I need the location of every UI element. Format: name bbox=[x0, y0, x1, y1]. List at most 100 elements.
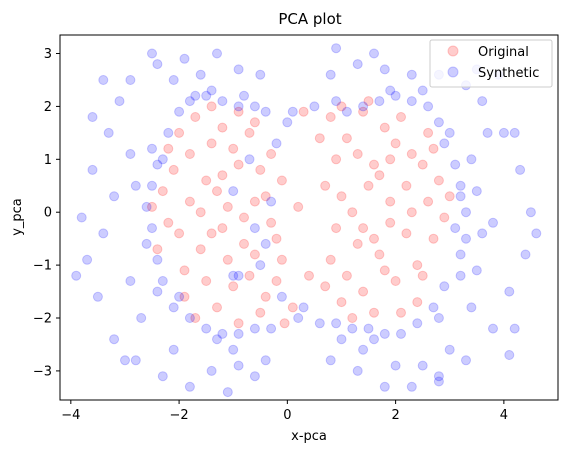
synthetic-point bbox=[385, 85, 396, 96]
synthetic-point bbox=[406, 69, 417, 80]
legend-marker-synthetic bbox=[447, 66, 459, 78]
synthetic-point bbox=[412, 318, 423, 329]
synthetic-point bbox=[206, 85, 217, 96]
synthetic-point bbox=[152, 254, 163, 265]
synthetic-point bbox=[98, 228, 109, 239]
synthetic-point bbox=[87, 112, 98, 122]
synthetic-point bbox=[471, 265, 482, 276]
chart-title: PCA plot bbox=[278, 10, 341, 28]
y-tick-label: 0 bbox=[44, 206, 52, 221]
original-point bbox=[423, 127, 434, 138]
synthetic-point bbox=[141, 201, 152, 212]
original-point bbox=[168, 164, 179, 175]
synthetic-point bbox=[461, 355, 471, 366]
y-tick-label: 1 bbox=[44, 153, 52, 168]
original-point bbox=[255, 164, 266, 175]
synthetic-point bbox=[390, 360, 401, 371]
original-point bbox=[412, 297, 423, 308]
x-tick-label: 0 bbox=[283, 408, 291, 423]
synthetic-point bbox=[168, 75, 179, 85]
original-point bbox=[439, 212, 450, 223]
original-point bbox=[147, 201, 157, 212]
synthetic-point bbox=[433, 313, 444, 323]
synthetic-point bbox=[130, 180, 141, 191]
synthetic-point bbox=[347, 323, 358, 334]
synthetic-point bbox=[212, 334, 222, 345]
y-tick-label: −3 bbox=[33, 364, 52, 379]
y-tick-label: −2 bbox=[33, 312, 52, 327]
synthetic-point bbox=[120, 355, 130, 366]
original-point bbox=[358, 286, 369, 297]
synthetic-point bbox=[103, 127, 114, 138]
original-point bbox=[374, 249, 385, 260]
original-point bbox=[363, 96, 374, 107]
synthetic-point bbox=[244, 154, 255, 165]
synthetic-point bbox=[233, 270, 244, 281]
synthetic-point bbox=[331, 43, 342, 54]
synthetic-point bbox=[325, 355, 336, 366]
synthetic-point bbox=[488, 217, 498, 228]
original-point bbox=[341, 133, 352, 144]
original-point bbox=[222, 254, 233, 265]
original-point bbox=[271, 233, 282, 244]
original-point bbox=[428, 143, 439, 154]
synthetic-point bbox=[439, 281, 450, 292]
synthetic-point bbox=[98, 75, 109, 85]
synthetic-point bbox=[174, 106, 185, 117]
y-tick-label: 2 bbox=[44, 100, 52, 115]
original-point bbox=[336, 191, 347, 202]
synthetic-point bbox=[379, 64, 390, 75]
synthetic-point bbox=[331, 96, 342, 107]
original-point bbox=[341, 270, 352, 281]
original-point bbox=[276, 254, 287, 265]
x-tick-label: −4 bbox=[61, 408, 80, 423]
original-point bbox=[228, 281, 239, 292]
synthetic-point bbox=[406, 381, 417, 392]
synthetic-point bbox=[233, 360, 244, 371]
original-point bbox=[184, 149, 195, 159]
synthetic-point bbox=[276, 291, 287, 302]
original-point bbox=[233, 106, 244, 117]
synthetic-point bbox=[417, 360, 428, 371]
synthetic-point bbox=[136, 313, 147, 323]
synthetic-point bbox=[217, 96, 228, 107]
original-point bbox=[228, 143, 239, 154]
original-point bbox=[331, 223, 342, 234]
original-point bbox=[244, 270, 255, 281]
synthetic-point bbox=[87, 164, 98, 175]
synthetic-point bbox=[228, 344, 239, 355]
synthetic-point bbox=[130, 355, 141, 366]
synthetic-point bbox=[152, 286, 163, 297]
synthetic-point bbox=[168, 302, 179, 313]
original-point bbox=[369, 307, 379, 318]
synthetic-point bbox=[374, 96, 385, 107]
original-point bbox=[396, 112, 406, 122]
original-point bbox=[157, 186, 168, 197]
synthetic-point bbox=[260, 106, 271, 117]
synthetic-point bbox=[520, 249, 531, 260]
synthetic-point bbox=[157, 276, 168, 286]
synthetic-point bbox=[352, 59, 363, 70]
synthetic-point bbox=[168, 344, 179, 355]
original-point bbox=[304, 270, 314, 281]
synthetic-point bbox=[482, 127, 493, 138]
original-point bbox=[374, 170, 385, 181]
original-point bbox=[325, 254, 336, 265]
original-point bbox=[433, 175, 444, 186]
synthetic-point bbox=[358, 344, 369, 355]
synthetic-point bbox=[217, 328, 228, 339]
synthetic-point bbox=[433, 376, 444, 387]
y-axis-label: y_pca bbox=[10, 198, 25, 236]
original-point bbox=[239, 212, 249, 223]
original-point bbox=[336, 297, 347, 308]
synthetic-point bbox=[325, 69, 336, 80]
synthetic-point bbox=[428, 302, 439, 313]
original-point bbox=[212, 186, 222, 197]
synthetic-point bbox=[163, 127, 174, 138]
original-point bbox=[266, 217, 277, 228]
synthetic-point bbox=[417, 85, 428, 96]
original-point bbox=[293, 201, 304, 212]
points-layer bbox=[71, 43, 542, 398]
original-point bbox=[152, 244, 163, 255]
synthetic-point bbox=[477, 228, 488, 239]
